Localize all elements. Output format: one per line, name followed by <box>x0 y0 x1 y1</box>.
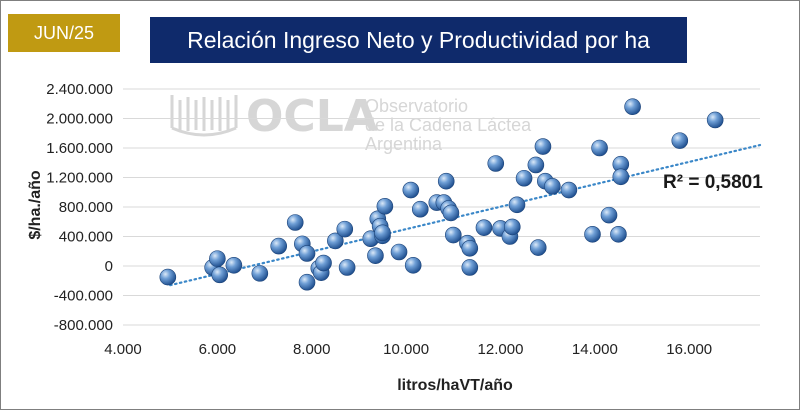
data-point <box>584 225 601 243</box>
data-point <box>527 156 545 174</box>
data-point <box>515 169 533 187</box>
data-point <box>444 226 462 244</box>
ocla-watermark: OCLA Observatorio de la Cadena Láctea Ar… <box>170 91 532 154</box>
data-point <box>209 250 226 267</box>
data-point <box>315 254 332 272</box>
data-point <box>374 224 391 242</box>
y-tick-label: 2.000.000 <box>46 111 113 128</box>
y-tick-label: 2.400.000 <box>46 81 113 98</box>
data-point <box>487 155 505 172</box>
data-point <box>225 256 243 274</box>
y-tick-label: 800.000 <box>59 199 113 216</box>
watermark-line1: Observatorio <box>365 96 468 116</box>
x-tick-label: 12.000 <box>478 341 524 358</box>
data-point <box>338 259 356 276</box>
data-point <box>671 132 689 149</box>
y-tick-label: -800.000 <box>54 317 113 334</box>
data-point <box>367 247 384 264</box>
x-tick-label: 4.000 <box>104 341 142 358</box>
data-point <box>461 259 479 276</box>
y-tick-label: 1.600.000 <box>46 140 113 157</box>
data-point <box>404 256 422 274</box>
data-point <box>503 218 521 236</box>
data-point <box>475 219 493 236</box>
data-point <box>411 200 429 218</box>
data-point <box>270 237 288 255</box>
watermark-logo-text: OCLA <box>246 91 378 142</box>
x-tick-label: 10.000 <box>383 341 429 358</box>
data-point <box>251 265 269 282</box>
data-point <box>529 239 547 256</box>
data-point <box>706 111 724 129</box>
data-point <box>376 197 394 215</box>
data-point <box>612 168 630 186</box>
chart-title: Relación Ingreso Neto y Productividad po… <box>150 17 687 63</box>
data-point <box>544 178 561 195</box>
r-squared-label: R² = 0,5801 <box>663 172 763 193</box>
y-axis-title: $/ha./año <box>27 170 44 240</box>
data-point <box>298 245 316 262</box>
data-point <box>336 220 354 238</box>
y-tick-label: 400.000 <box>59 229 113 246</box>
x-axis-title: litros/haVT/año <box>397 377 513 394</box>
data-point <box>600 206 618 224</box>
y-tick-label: -400.000 <box>54 288 113 305</box>
data-point <box>508 196 526 214</box>
data-point <box>159 268 177 286</box>
data-point <box>211 266 229 284</box>
data-point <box>610 225 627 243</box>
data-point <box>624 98 641 115</box>
data-point <box>534 138 552 155</box>
date-badge: JUN/25 <box>8 14 120 52</box>
data-point <box>402 181 420 199</box>
x-tick-label: 14.000 <box>572 341 618 358</box>
data-point <box>442 204 460 222</box>
y-tick-label: 1.200.000 <box>46 170 113 187</box>
data-point <box>591 139 608 157</box>
ocla-logo-icon <box>170 95 238 137</box>
watermark-line2: de la Cadena Láctea <box>365 115 532 135</box>
trendline <box>169 143 762 287</box>
x-tick-label: 8.000 <box>293 341 331 358</box>
y-tick-label: 0 <box>105 258 113 275</box>
data-point <box>461 240 479 257</box>
data-point <box>298 273 316 291</box>
x-tick-label: 16.000 <box>666 341 712 358</box>
x-tick-label: 6.000 <box>199 341 237 358</box>
data-point <box>390 243 408 261</box>
data-point <box>560 181 578 199</box>
watermark-line3: Argentina <box>365 134 443 154</box>
data-point <box>437 172 455 190</box>
data-point <box>327 232 344 250</box>
data-point <box>286 214 304 231</box>
